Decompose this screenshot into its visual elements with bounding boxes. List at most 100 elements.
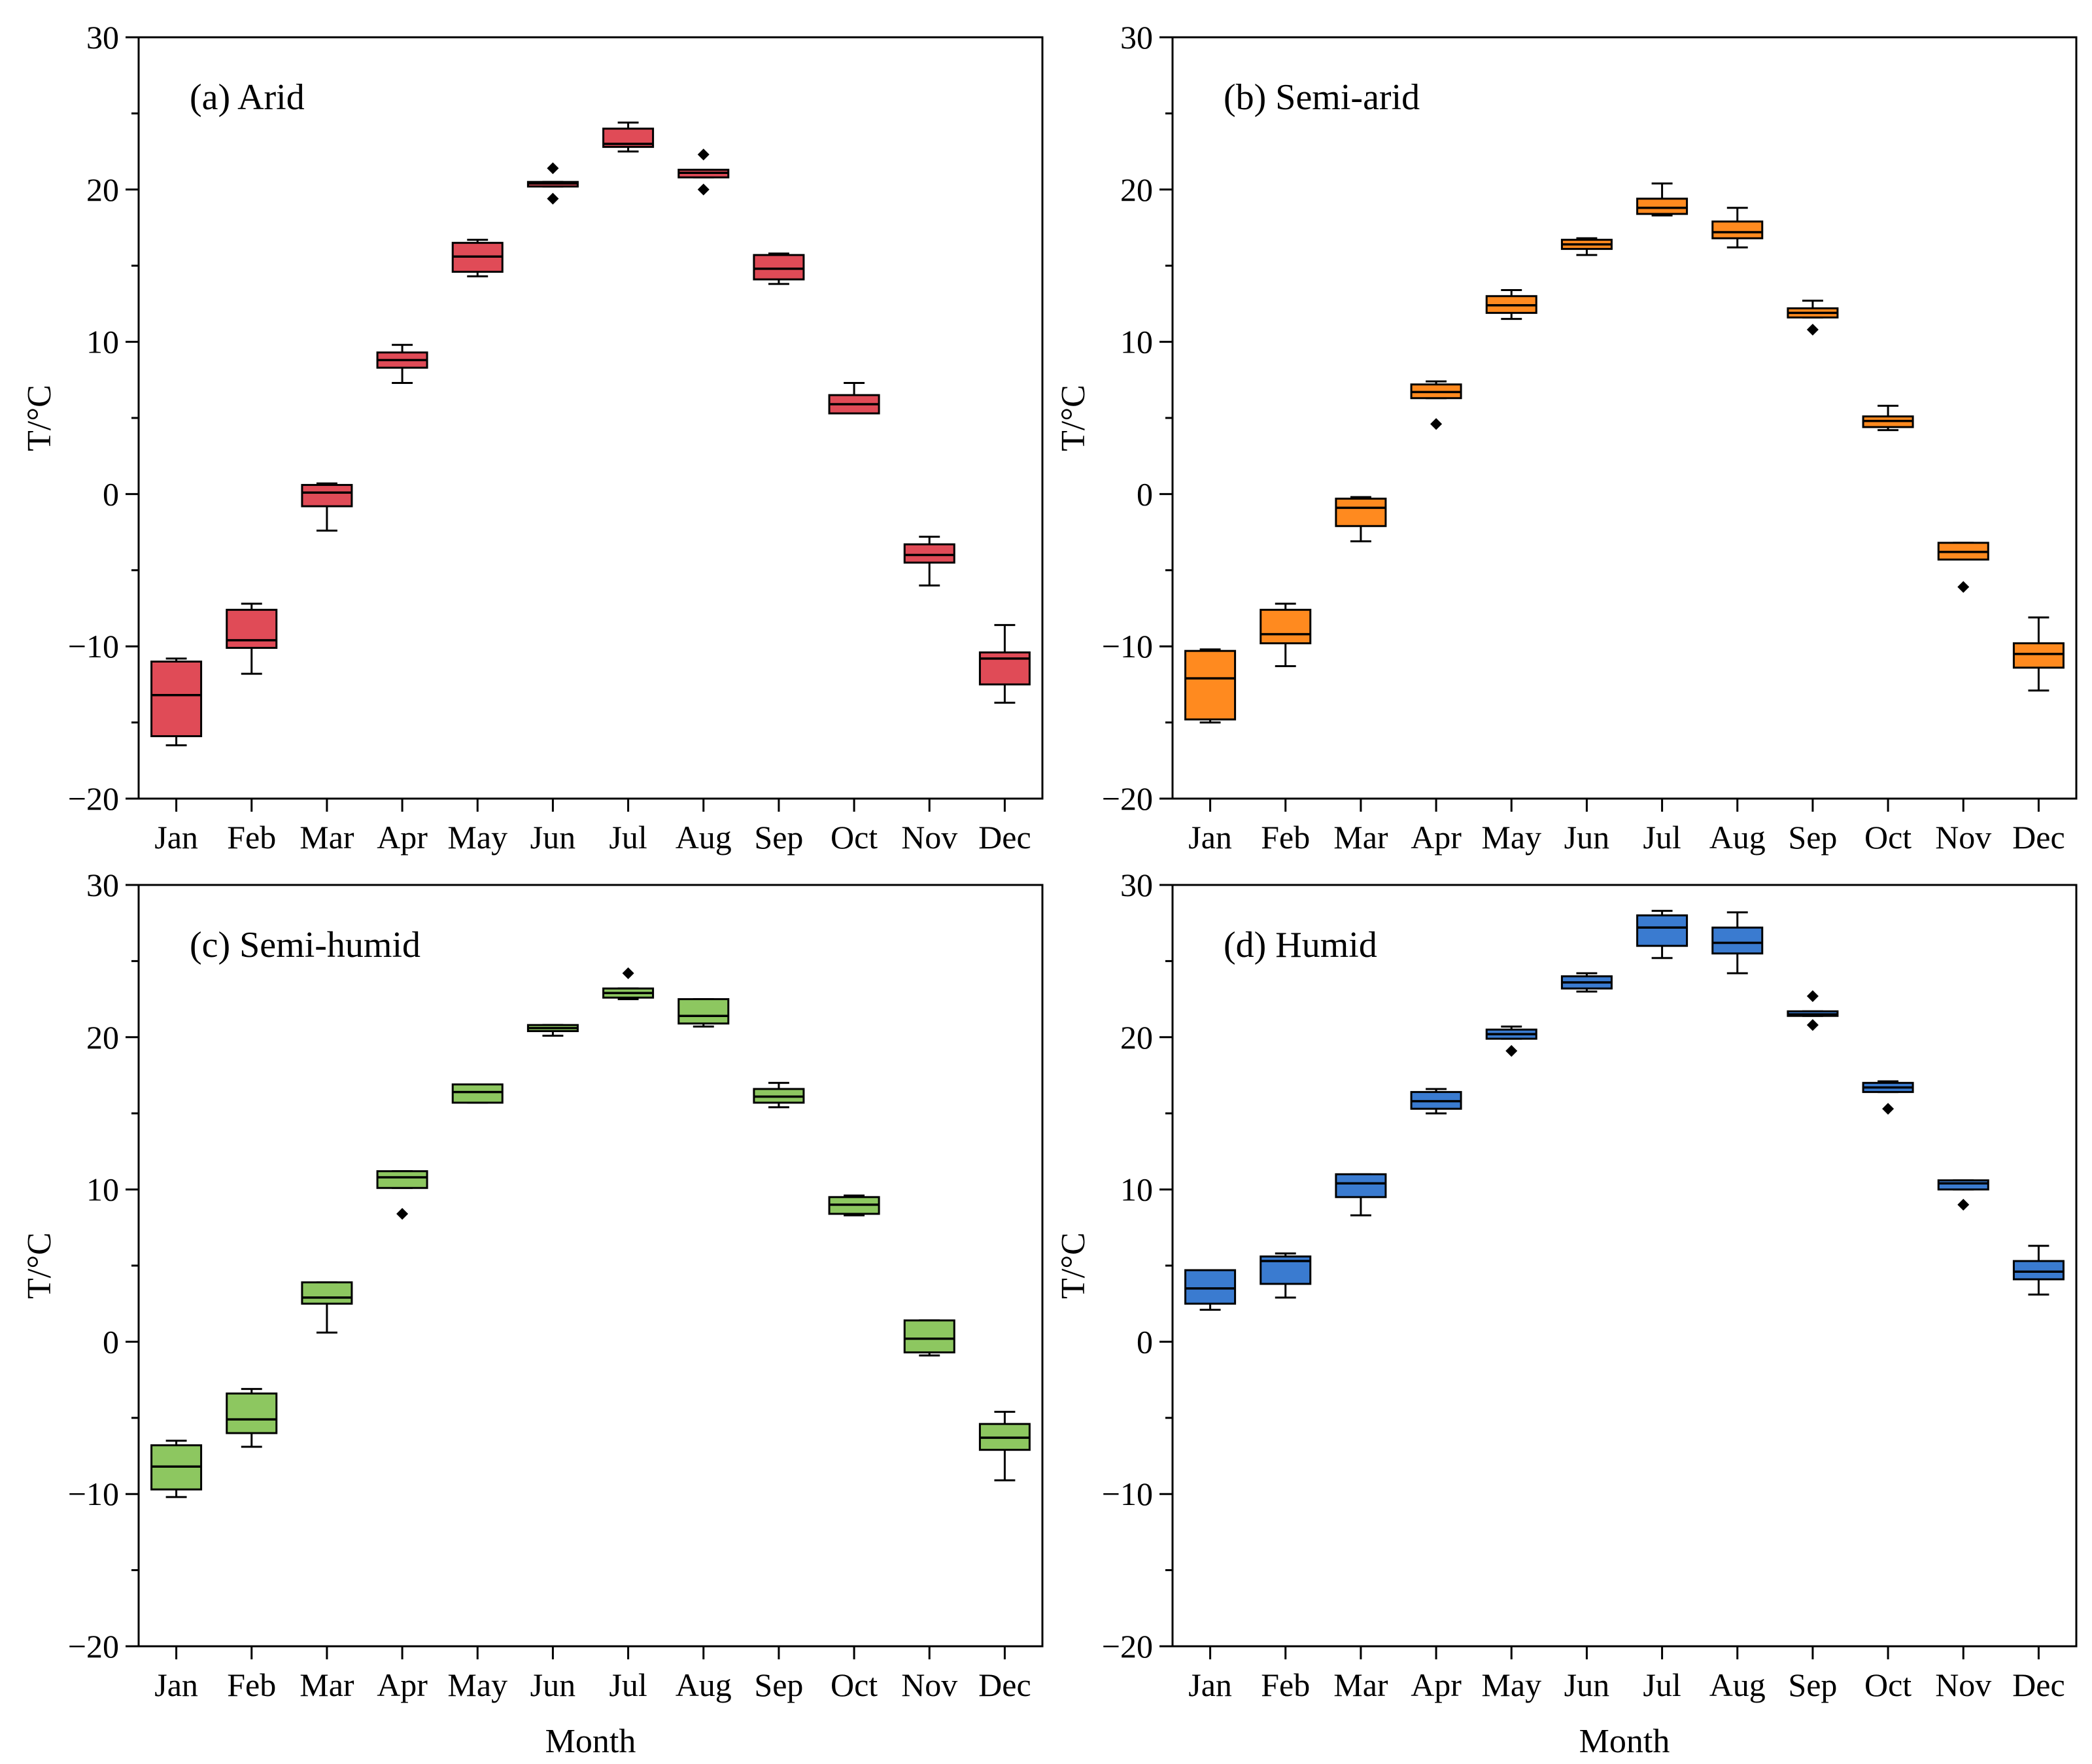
outlier-point [1806,1019,1819,1031]
x-tick-label-may: May [1481,819,1541,856]
box-mar [1335,496,1387,543]
x-tick-label-sep: Sep [1788,1667,1837,1703]
box-iqr [753,254,805,281]
y-tick-label: −10 [1102,1476,1153,1512]
y-tick-label: −10 [68,1476,119,1512]
panel-title: (a) Arid [190,77,305,118]
box-jul [1636,910,1689,960]
x-tick-label-feb: Feb [1261,819,1310,856]
outlier-point [1882,1103,1895,1115]
x-tick-label-may: May [447,1667,507,1703]
y-tick-label: 20 [1120,1019,1153,1056]
panel-4: 30 20 10 0 −10 −20 T/°C Jan Feb Mar Apr May Jun Jul Au… [1055,867,2078,1760]
x-tick-label-dec: Dec [978,819,1031,856]
outlier-point [1806,323,1819,336]
plot-frame [137,884,1044,1648]
box-iqr [978,651,1031,685]
y-tick-label: 30 [1120,19,1153,56]
x-tick-label-jun: Jun [1564,819,1609,856]
x-tick-label-mar: Mar [300,819,354,856]
x-tick-label-oct: Oct [831,819,878,856]
box-oct [828,1194,880,1217]
box-jun [526,162,579,205]
box-dec [978,624,1031,704]
box-jun [526,1024,579,1037]
box-feb [1260,602,1312,667]
box-iqr [1711,926,1764,955]
x-tick-label-nov: Nov [901,819,957,856]
box-may [451,239,504,277]
x-tick-label-may: May [447,819,507,856]
box-iqr [301,483,353,508]
box-dec [2012,616,2065,692]
box-iqr [903,543,955,564]
box-iqr [1184,1269,1237,1305]
outlier-point [697,183,710,196]
y-tick-label: 0 [103,476,119,512]
x-tick-label-sep: Sep [754,819,803,856]
x-tick-label-feb: Feb [1261,1667,1310,1703]
panel-title: (b) Semi-arid [1224,77,1420,118]
x-tick-label-apr: Apr [1411,819,1462,856]
x-tick-label-dec: Dec [2012,1667,2065,1703]
box-may [1485,1026,1537,1057]
panel-title: (c) Semi-humid [190,925,420,965]
box-apr [376,1170,428,1220]
x-tick-label-may: May [1481,1667,1541,1703]
x-tick-label-oct: Oct [1864,1667,1912,1703]
y-tick-label: 20 [86,171,119,208]
x-tick-label-aug: Aug [676,819,732,856]
y-tick-label: −20 [1102,780,1153,817]
box-dec [2012,1245,2065,1296]
y-tick-label: 0 [1137,476,1153,512]
x-tick-label-apr: Apr [377,819,428,856]
x-tick-label-mar: Mar [300,1667,354,1703]
box-iqr [376,1170,428,1189]
x-tick-label-sep: Sep [754,1667,803,1703]
x-tick-label-aug: Aug [676,1667,732,1703]
outlier-point [396,1207,409,1220]
box-iqr [226,608,278,649]
x-tick-label-jul: Jul [609,819,647,856]
box-jul [1636,182,1689,216]
outlier-point [1957,581,1970,593]
y-axis-title: T/°C [1055,385,1092,451]
outlier-point [622,967,634,980]
panel-1: 30 20 10 0 −10 −20 T/°C Jan Feb Mar Apr May Jun Jul Au… [21,19,1044,856]
box-oct [1862,1080,1914,1115]
outlier-point [547,162,559,175]
x-tick-label-jan: Jan [154,1667,198,1703]
box-mar [301,482,353,532]
x-tick-label-oct: Oct [831,1667,878,1703]
box-feb [226,602,278,675]
box-iqr [2012,1260,2065,1281]
y-tick-label: 30 [86,867,119,903]
x-tick-label-dec: Dec [978,1667,1031,1703]
box-aug [677,148,730,196]
box-aug [1711,207,1764,249]
box-apr [1410,380,1462,430]
y-tick-label: 0 [103,1323,119,1360]
x-tick-label-dec: Dec [2012,819,2065,856]
box-feb [1260,1252,1312,1299]
y-tick-label: 10 [86,324,119,360]
x-tick-label-jan: Jan [1188,1667,1232,1703]
x-tick-label-feb: Feb [227,1667,276,1703]
x-tick-label-jun: Jun [530,1667,575,1703]
box-aug [677,998,730,1028]
box-jan [150,657,203,747]
box-iqr [1937,1179,1989,1191]
box-jan [1184,648,1237,724]
panel-3: 30 20 10 0 −10 −20 T/°C Jan Feb Mar Apr May Jun Jul Au… [21,867,1044,1760]
box-jan [1184,1269,1237,1311]
box-iqr [1335,1173,1387,1198]
outlier-point [697,148,710,161]
x-tick-label-feb: Feb [227,819,276,856]
box-iqr [1260,608,1312,645]
outlier-point [547,192,559,205]
outlier-point [1957,1198,1970,1211]
y-tick-label: −10 [68,628,119,665]
outlier-point [1806,990,1819,1002]
x-axis-title: Month [545,1723,636,1760]
panel-title: (d) Humid [1224,925,1377,965]
